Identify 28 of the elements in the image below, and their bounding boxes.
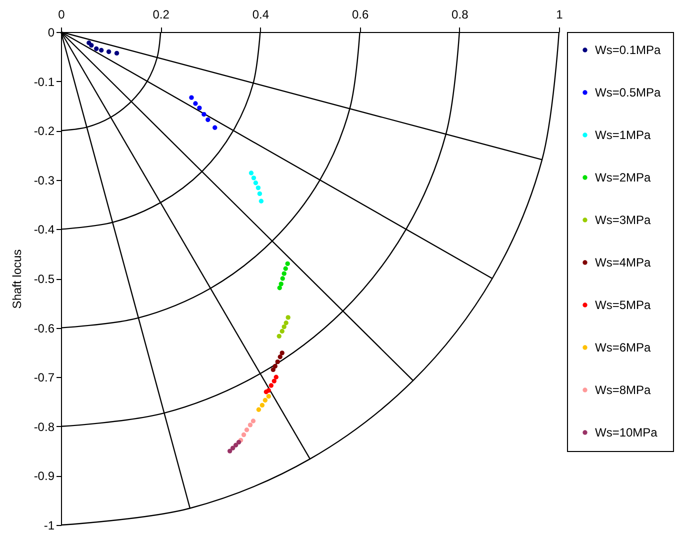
y-tick-label: -0.5 [34, 272, 55, 286]
y-tick-label: -0.6 [34, 321, 55, 336]
legend-label: Ws=10MPa [595, 426, 658, 440]
y-tick-label: -0.4 [34, 222, 55, 237]
y-tick-label: -0.2 [34, 124, 55, 138]
y-tick-label: -0.3 [34, 173, 55, 188]
legend-label: Ws=5MPa [595, 298, 652, 312]
legend-label: Ws=1MPa [595, 128, 652, 142]
y-tick-label: -0.8 [34, 420, 55, 434]
legend-label: Ws=3MPa [595, 213, 652, 227]
x-tick-label: 0.8 [452, 8, 469, 22]
legend-label: Ws=0.5MPa [595, 86, 662, 100]
y-tick-label: -1 [44, 518, 55, 532]
x-tick-label: 0.6 [352, 8, 369, 22]
legend-label: Ws=0.1MPa [595, 43, 662, 57]
y-axis-title: Shaft locus [10, 249, 24, 309]
legend-label: Ws=6MPa [595, 340, 652, 354]
x-tick-label: 0.4 [252, 8, 270, 22]
legend-label: Ws=2MPa [595, 170, 652, 184]
legend-label: Ws=8MPa [595, 383, 652, 397]
y-tick-label: -0.7 [34, 370, 55, 385]
y-tick-label: -0.9 [34, 469, 55, 484]
x-tick-label: 0 [58, 8, 66, 22]
legend-label: Ws=4MPa [595, 256, 652, 270]
y-tick-label: -0.1 [34, 74, 55, 89]
y-tick-label: 0 [48, 26, 55, 40]
x-tick-label: 1 [556, 8, 564, 22]
x-tick-label: 0.2 [152, 8, 170, 22]
